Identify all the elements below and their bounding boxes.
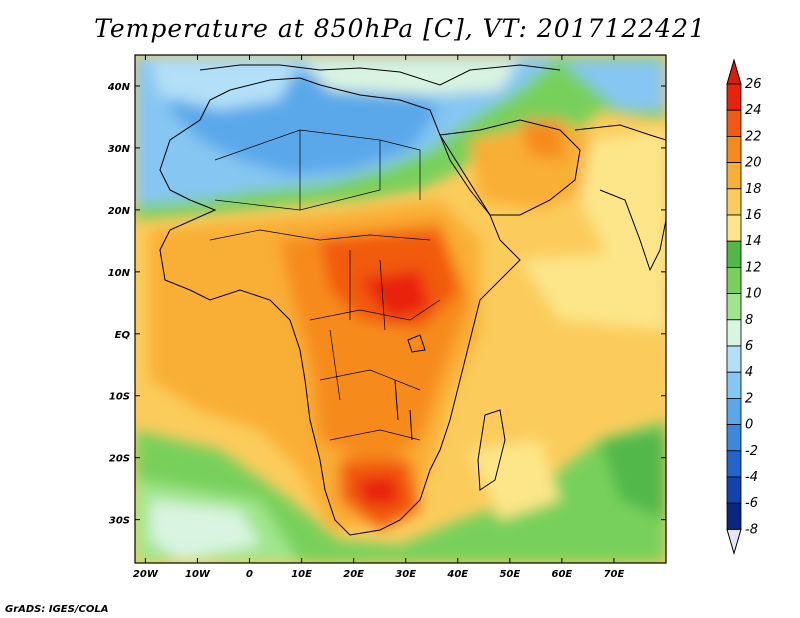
field-yellow-indian-ocean — [520, 250, 666, 330]
colorbar-label: 20 — [745, 156, 762, 171]
europe-coastline — [199, 64, 561, 86]
rift-lakes — [394, 379, 413, 441]
field-hot-arabia — [520, 120, 565, 160]
colorbar-segment — [726, 214, 742, 242]
colorbar-segment — [726, 476, 742, 504]
colorbar-label: 16 — [745, 208, 762, 223]
coastlines — [159, 64, 666, 536]
border-vertical — [329, 250, 386, 401]
colorbar-segment — [726, 319, 742, 347]
colorbar-segment — [726, 135, 742, 163]
colorbar-segment — [726, 345, 742, 373]
border-libya-egypt — [299, 130, 421, 210]
lat-tick-label: 20N — [108, 206, 131, 217]
lat-tick-label: 30S — [109, 516, 130, 527]
plot-frame — [134, 54, 667, 564]
colorbar-label: -8 — [745, 522, 758, 537]
india-coastline — [599, 189, 666, 272]
colorbar-label: 22 — [745, 129, 762, 144]
africa-coastline — [159, 77, 521, 536]
colorbar-label: 12 — [745, 260, 762, 275]
lon-tick-label: 20W — [133, 569, 159, 580]
colorbar-segment — [726, 502, 742, 530]
asia-coastline — [574, 124, 666, 141]
lon-tick-label: 50E — [499, 569, 520, 580]
lat-tick-label: 10N — [108, 268, 131, 279]
lon-tick-label: 30E — [395, 569, 416, 580]
colorbar-segment — [726, 188, 742, 216]
lon-tick-label: 0 — [246, 569, 253, 580]
colorbar-segment — [726, 109, 742, 137]
field-paleblue-northwest — [150, 60, 300, 110]
field-hottest-core — [360, 270, 430, 320]
colorbar-label: 8 — [745, 313, 753, 328]
field-pale-southwest — [150, 500, 260, 560]
grads-credit: GrADS: IGES/COLA — [5, 604, 109, 615]
lake-victoria — [407, 334, 426, 353]
colorbar-label: 2 — [745, 391, 753, 406]
colorbar-segment — [726, 83, 742, 111]
lat-tick-label: 20S — [109, 454, 130, 465]
colorbar-segment — [726, 266, 742, 294]
colorbar-segment — [726, 240, 742, 268]
field-yellow-india — [580, 130, 666, 270]
lon-tick-label: 20E — [343, 569, 364, 580]
latitude-axis: 40N 30N 20N 10N EQ 10S 20S 30S — [107, 82, 666, 527]
madagascar-coastline — [477, 409, 506, 491]
colorbar-segment — [726, 293, 742, 321]
field-orange-arabia — [470, 120, 600, 210]
colorbar-label: -4 — [745, 470, 758, 485]
colorbar-label: 26 — [745, 77, 762, 92]
longitude-axis: 20W 10W 0 10E 20E 30E 40E 50E 60E 70E — [133, 55, 625, 580]
lon-tick-label: 70E — [604, 569, 625, 580]
colorbar-top-arrow — [726, 58, 742, 85]
map-title: Temperature at 850hPa [C], VT: 201712242… — [94, 14, 706, 43]
lat-tick-label: EQ — [115, 330, 131, 341]
field-pale-mediterranean — [300, 60, 520, 95]
colorbar-bottom-arrow — [726, 528, 742, 556]
field-yellow-mozambique-channel — [470, 440, 560, 520]
border-central — [309, 299, 441, 321]
colorbar-label: 24 — [745, 103, 762, 118]
colorbar-segment — [726, 450, 742, 478]
colorbar-label: 0 — [745, 418, 753, 433]
colorbar-segment — [726, 162, 742, 190]
lat-tick-label: 40N — [107, 82, 131, 93]
lon-tick-label: 60E — [552, 569, 573, 580]
field-green-southeast — [600, 430, 666, 520]
lat-tick-label: 30N — [108, 144, 131, 155]
colorbar-label: 4 — [745, 365, 753, 380]
field-hottest-south — [355, 475, 400, 505]
colorbar-label: 14 — [745, 234, 762, 249]
colorbar-segment — [726, 397, 742, 425]
arabia-coastline — [439, 119, 581, 216]
colorbar-label: 10 — [745, 287, 762, 302]
colorbar-label: 6 — [745, 339, 753, 354]
temperature-field — [135, 55, 666, 563]
border-sahel — [209, 229, 431, 241]
colorbar-label: -6 — [745, 496, 758, 511]
lon-tick-label: 10W — [185, 569, 211, 580]
border-sahara — [214, 129, 381, 211]
colorbar-segment — [726, 424, 742, 452]
colorbar-label: 18 — [745, 182, 762, 197]
lat-tick-label: 10S — [109, 392, 130, 403]
country-borders — [209, 129, 441, 441]
colorbar-segment — [726, 371, 742, 399]
lon-tick-label: 40E — [446, 569, 468, 580]
lon-tick-label: 10E — [291, 569, 312, 580]
field-blue-northeast — [560, 60, 666, 110]
colorbar-label: -2 — [745, 444, 758, 459]
